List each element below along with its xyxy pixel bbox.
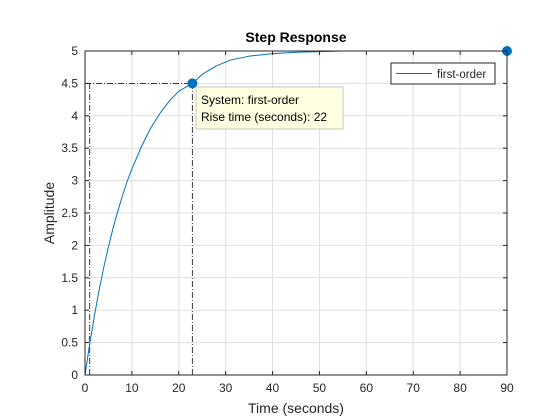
- y-tick-label: 4.5: [61, 76, 78, 90]
- legend-box: [390, 62, 496, 85]
- x-tick-label: 80: [453, 381, 467, 395]
- datatip[interactable]: System: first-order Rise time (seconds):…: [195, 86, 344, 130]
- datatip-line-rise-time: Rise time (seconds): 22: [201, 110, 327, 124]
- x-axis-ticks: 0 10 20 30 40 50 60 70 80 90: [82, 51, 514, 395]
- datatip-line-system: System: first-order: [201, 93, 299, 107]
- x-tick-label: 20: [172, 381, 186, 395]
- y-tick-label: 2: [71, 238, 78, 252]
- data-marker[interactable]: [187, 78, 198, 89]
- y-axis-label: Amplitude: [41, 182, 57, 244]
- x-tick-label: 10: [125, 381, 139, 395]
- y-tick-label: 3.5: [61, 141, 78, 155]
- y-axis-ticks: 0 0.5 1 1.5 2 2.5 3 3.5 4 4.5 5: [61, 44, 507, 382]
- y-tick-label: 4: [71, 109, 78, 123]
- x-tick-label: 40: [266, 381, 280, 395]
- y-tick-label: 0.5: [61, 336, 78, 350]
- x-tick-label: 50: [313, 381, 327, 395]
- legend-label-first-order: first-order: [437, 69, 486, 81]
- y-tick-label: 2.5: [61, 206, 78, 220]
- legend[interactable]: first-order: [390, 62, 496, 85]
- x-axis-label: Time (seconds): [248, 400, 344, 416]
- x-tick-label: 0: [82, 381, 89, 395]
- x-tick-label: 70: [407, 381, 421, 395]
- x-tick-label: 90: [500, 381, 514, 395]
- y-tick-label: 5: [71, 44, 78, 58]
- y-tick-label: 3: [71, 174, 78, 188]
- y-tick-label: 1: [71, 303, 78, 317]
- datatip-box: [195, 86, 344, 130]
- y-tick-label: 0: [71, 368, 78, 382]
- y-tick-label: 1.5: [61, 271, 78, 285]
- x-tick-label: 30: [219, 381, 233, 395]
- chart-title: Step Response: [245, 29, 346, 45]
- x-tick-label: 60: [360, 381, 374, 395]
